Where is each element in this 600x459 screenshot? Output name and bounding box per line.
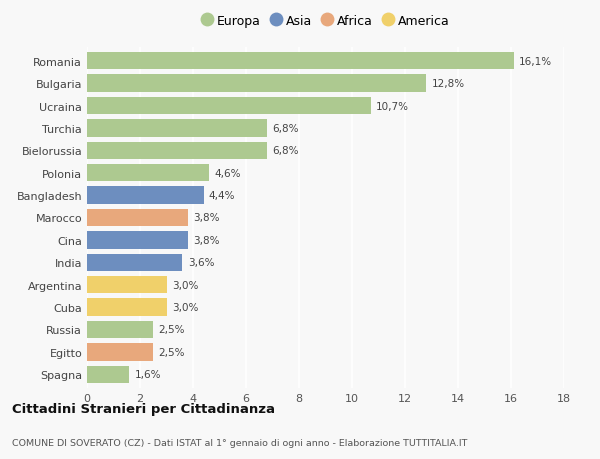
Bar (87, 321, 153, 338)
Text: 16,1%: 16,1% (519, 56, 552, 67)
Text: 12,8%: 12,8% (431, 79, 464, 89)
Bar (87, 254, 182, 271)
Bar (87, 120, 267, 137)
Text: 6,8%: 6,8% (272, 123, 299, 134)
Bar (87, 98, 371, 115)
Text: 2,5%: 2,5% (158, 325, 185, 335)
Text: Cittadini Stranieri per Cittadinanza: Cittadini Stranieri per Cittadinanza (12, 403, 275, 415)
Bar (87, 299, 167, 316)
Bar (87, 276, 167, 294)
Text: COMUNE DI SOVERATO (CZ) - Dati ISTAT al 1° gennaio di ogni anno - Elaborazione T: COMUNE DI SOVERATO (CZ) - Dati ISTAT al … (12, 438, 467, 448)
Text: 6,8%: 6,8% (272, 146, 299, 156)
Legend: Europa, Asia, Africa, America: Europa, Asia, Africa, America (202, 15, 449, 28)
Text: 3,8%: 3,8% (193, 213, 220, 223)
Text: 3,0%: 3,0% (172, 302, 198, 313)
Bar (87, 142, 267, 160)
Text: 10,7%: 10,7% (376, 101, 409, 111)
Text: 3,8%: 3,8% (193, 235, 220, 246)
Text: 4,4%: 4,4% (209, 190, 235, 201)
Text: 2,5%: 2,5% (158, 347, 185, 357)
Text: 1,6%: 1,6% (134, 369, 161, 380)
Text: 3,0%: 3,0% (172, 280, 198, 290)
Bar (87, 165, 209, 182)
Bar (87, 75, 426, 93)
Text: 4,6%: 4,6% (214, 168, 241, 179)
Bar (87, 366, 130, 383)
Bar (87, 232, 188, 249)
Bar (87, 209, 188, 227)
Bar (87, 343, 153, 361)
Bar (87, 187, 203, 204)
Text: 3,6%: 3,6% (188, 257, 214, 268)
Bar (87, 53, 514, 70)
